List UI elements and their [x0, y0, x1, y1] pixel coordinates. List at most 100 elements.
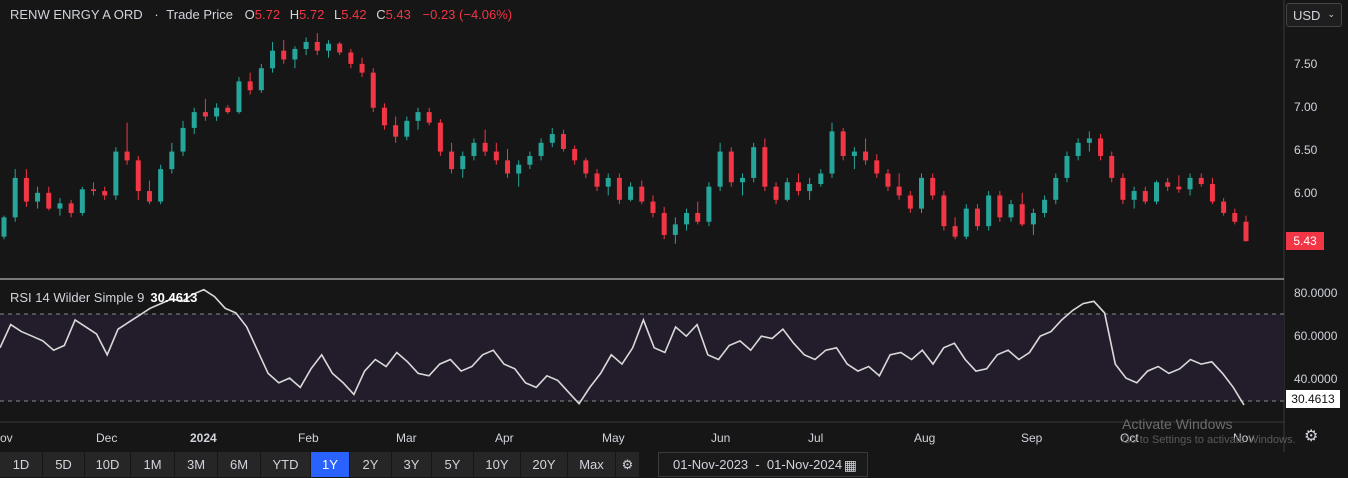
candle-body [482, 142, 488, 152]
candle-body [986, 195, 992, 227]
candle-body [1243, 221, 1249, 242]
candle-body [325, 43, 331, 51]
time-tick: Dec [96, 431, 118, 445]
candle-body [79, 189, 85, 213]
close-label: C [376, 7, 386, 22]
candle-body [1142, 191, 1148, 202]
candle-body [583, 160, 589, 174]
candle-body [158, 169, 164, 202]
range-1m[interactable]: 1M [131, 452, 175, 477]
time-tick: ov [0, 431, 13, 445]
watermark-subtitle: Go to Settings to activate Windows. [1122, 434, 1296, 446]
candle-body [751, 147, 757, 178]
last-price-label: 5.43 [1293, 234, 1317, 248]
candle-body [460, 155, 466, 170]
candle-body [1098, 138, 1104, 156]
low-label: L [334, 7, 342, 22]
candle-body [1019, 204, 1025, 225]
candle-body [337, 43, 343, 53]
candle-body [124, 151, 130, 161]
open-value: 5.72 [254, 7, 281, 22]
candle-body [292, 48, 298, 60]
watermark-title: Activate Windows [1122, 416, 1233, 432]
candle-body [35, 192, 41, 202]
range-2y[interactable]: 2Y [350, 452, 392, 477]
range-toolbar: 1D 5D 10D 1M 3M 6M YTD 1Y 2Y 3Y 5Y 10Y 2… [0, 452, 1348, 478]
open-label: O [244, 7, 255, 22]
range-1d[interactable]: 1D [0, 452, 43, 477]
candle-body [1176, 186, 1182, 190]
candle-body [135, 160, 141, 192]
time-tick: Aug [914, 431, 936, 445]
rsi-tick: 40.0000 [1294, 372, 1338, 386]
range-5d[interactable]: 5D [43, 452, 85, 477]
range-max[interactable]: Max [568, 452, 616, 477]
candle-body [202, 112, 208, 117]
currency-select[interactable]: USD ⌄ [1286, 3, 1342, 27]
range-10y[interactable]: 10Y [474, 452, 521, 477]
range-20y[interactable]: 20Y [521, 452, 568, 477]
time-tick: Mar [396, 431, 417, 445]
candle-body [415, 112, 421, 121]
candle-body [684, 212, 690, 225]
candle-body [896, 186, 902, 196]
chevron-down-icon: ⌄ [1327, 9, 1335, 19]
candle-body [1030, 212, 1036, 225]
range-6m[interactable]: 6M [218, 452, 261, 477]
change-value: −0.23 (−4.06%) [422, 7, 513, 22]
candle-body [650, 201, 656, 213]
candle-body [393, 125, 399, 137]
time-tick: Apr [495, 431, 514, 445]
candle-body [941, 195, 947, 227]
candle-body [863, 151, 869, 161]
candle-body [493, 151, 499, 161]
candle-body [1232, 212, 1238, 222]
candle-body [829, 131, 835, 174]
candle-body [281, 50, 287, 60]
candle-body [1053, 177, 1059, 200]
candle-body [225, 107, 231, 113]
range-3m[interactable]: 3M [175, 452, 218, 477]
range-10d[interactable]: 10D [85, 452, 131, 477]
rsi-label: RSI 14 Wilder Simple 9 [10, 290, 145, 305]
chart-canvas[interactable] [0, 0, 1348, 452]
candle-body [717, 151, 723, 187]
time-tick: Jun [711, 431, 731, 445]
candle-body [594, 173, 600, 187]
candle-body [1209, 184, 1215, 202]
range-5y[interactable]: 5Y [432, 452, 474, 477]
currency-value: USD [1293, 8, 1321, 23]
rsi-value-tag [1286, 390, 1340, 408]
candle-body [1042, 199, 1048, 213]
candle-body [1131, 191, 1137, 200]
low-value: 5.42 [341, 7, 367, 22]
date-range-picker[interactable]: 01-Nov-2023 - 01-Nov-2024 ▦ [658, 452, 868, 477]
candle-body [471, 142, 477, 156]
candle-body [516, 164, 522, 174]
candle-body [370, 72, 376, 108]
range-3y[interactable]: 3Y [392, 452, 432, 477]
date-range-text: 01-Nov-2023 - 01-Nov-2024 [673, 457, 843, 472]
candle-body [381, 107, 387, 126]
candle-body [907, 195, 913, 209]
range-ytd[interactable]: YTD [261, 452, 311, 477]
candle-body [1, 217, 7, 237]
range-settings-icon[interactable]: ⚙ [616, 452, 640, 477]
last-price-tag [1286, 232, 1324, 250]
candle-body [102, 191, 108, 196]
candle-body [661, 212, 667, 235]
candle-body [605, 177, 611, 187]
candle-body [628, 186, 634, 200]
rsi-band-fill [0, 314, 1284, 401]
candle-body [191, 112, 197, 128]
candle-body [258, 68, 264, 91]
close-value: 5.43 [385, 7, 411, 22]
candle-body [974, 208, 980, 227]
legend-separator: · [154, 7, 159, 22]
candle-body [840, 131, 846, 156]
candle-body [739, 177, 745, 183]
candle-body [348, 52, 354, 64]
settings-gear-icon[interactable]: ⚙ [1304, 428, 1319, 445]
range-1y[interactable]: 1Y [311, 452, 350, 477]
candle-body [1120, 177, 1126, 200]
